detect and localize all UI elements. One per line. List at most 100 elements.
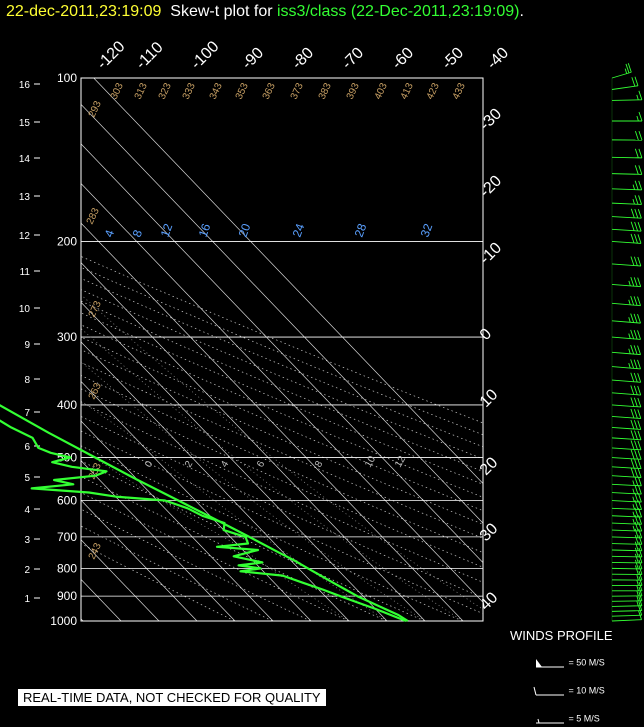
isotherm-line <box>81 499 198 621</box>
wind-barb-half <box>628 333 631 339</box>
wind-barb-half <box>636 590 639 597</box>
height-tick-label: 9 <box>24 340 30 351</box>
wind-barb-flag <box>630 208 635 218</box>
isotherm-line <box>81 460 236 621</box>
wind-barb-flag <box>631 77 636 87</box>
wind-barb-half <box>632 480 635 486</box>
wind-barb-staff <box>611 475 642 478</box>
wind-barb-flag <box>638 553 643 564</box>
wind-barb-flag <box>637 373 642 383</box>
wind-barb-flag <box>638 541 643 551</box>
wind-barb-flag <box>634 559 639 569</box>
wind-barb-flag <box>630 459 635 469</box>
wind-barb-staff <box>611 284 641 288</box>
wind-barb-flag <box>638 180 643 191</box>
wind-barb-flag <box>634 234 638 244</box>
dry-adiabat-label: 313 <box>133 81 150 101</box>
pressure-tick-label: 100 <box>57 71 77 85</box>
top-temp-label: -80 <box>289 44 317 72</box>
wind-barb <box>611 492 642 503</box>
wind-barb-staff <box>611 483 642 487</box>
wind-barb-staff <box>611 241 642 244</box>
wind-barb-half <box>636 595 639 602</box>
wind-barb <box>611 385 642 396</box>
wind-barb-flag <box>630 408 635 419</box>
right-temp-label: 40 <box>477 589 502 614</box>
wind-barb-flag <box>634 195 639 205</box>
wind-barb-staff <box>611 447 642 451</box>
wind-legend-50: = 50 M/S <box>530 657 605 669</box>
wind-barb <box>611 571 643 581</box>
wind-barb <box>611 313 641 324</box>
wind-barb-flag <box>637 313 641 324</box>
wind-barb <box>611 528 643 539</box>
wind-barb-half <box>636 115 639 122</box>
wind-barb-flag <box>637 450 642 460</box>
label-layer: 1002003004005006007008009001000161514131… <box>19 38 512 628</box>
dry-adiabat-line <box>81 543 235 621</box>
wind-barb-flag <box>633 345 638 355</box>
top-temp-label: -110 <box>133 39 167 73</box>
right-temp-label: 0 <box>477 325 495 343</box>
dry-adiabat-label: 293 <box>87 99 104 119</box>
wind-barb-flag <box>630 295 635 306</box>
wind-barb <box>611 535 643 545</box>
dry-adiabat-line <box>81 256 483 424</box>
wind-barb-flag <box>627 63 632 73</box>
dry-adiabat-label: 303 <box>109 81 126 101</box>
dry-adiabat-label: 383 <box>317 81 334 101</box>
wind-barb-flag <box>638 130 643 141</box>
temperature-trace <box>0 404 409 622</box>
wind-legend-5: = 5 M/S <box>530 713 600 725</box>
wind-barb-staff <box>611 605 642 607</box>
wind-barb <box>612 576 643 586</box>
wind-barb-flag <box>630 344 635 355</box>
wind-barb-flag <box>634 165 639 175</box>
wind-barb-flag <box>638 586 643 597</box>
moist-adiabat-line <box>81 448 350 621</box>
wind-barb-half <box>632 198 635 205</box>
title-prefix: Skew-t plot for <box>170 3 273 20</box>
pressure-tick-label: 800 <box>57 561 77 575</box>
mixing-ratio-label: 4 <box>102 228 118 239</box>
wind-barb-flag <box>634 148 639 158</box>
wind-barb-flag <box>634 521 639 532</box>
plot-border <box>80 77 484 622</box>
pressure-tick-label: 1000 <box>50 614 77 628</box>
wind-barb <box>611 90 643 101</box>
wind-barb-flag <box>638 148 643 159</box>
wind-barb-flag <box>637 476 642 486</box>
wind-barb-flag <box>638 581 643 591</box>
wind-barb-flag <box>634 565 639 575</box>
wind-barb-flag <box>633 359 638 369</box>
wind-barb-half <box>624 68 628 74</box>
dry-adiabat-line <box>81 375 483 553</box>
wind-barb-staff <box>611 507 642 511</box>
wind-barb-flag <box>634 553 639 564</box>
wind-barb-flag <box>633 313 638 323</box>
height-tick-label: 8 <box>24 375 30 386</box>
wind-barb-staff <box>611 567 642 570</box>
isotherm-line <box>81 380 312 621</box>
wind-barb <box>611 547 643 558</box>
wind-legend-10: = 10 M/S <box>530 685 605 697</box>
wind-barb-flag <box>633 256 638 266</box>
wind-barb <box>611 440 642 451</box>
wind-barb-flag <box>637 430 642 440</box>
wind-barb-half <box>632 504 635 510</box>
moist-adiabat-label: 10 <box>363 454 378 470</box>
wind-barb <box>611 372 642 383</box>
wind-barb <box>611 180 643 191</box>
title-timestamp: 22-dec-2011,23:19:09 <box>6 3 162 20</box>
wind-barb-flag <box>633 277 638 287</box>
isotherm-line <box>81 420 274 621</box>
pressure-tick-label: 900 <box>57 589 77 603</box>
dry-adiabat-line <box>81 277 483 448</box>
mixing-ratio-label: 20 <box>236 221 254 239</box>
dry-adiabat-line <box>81 266 483 436</box>
isotherm-line <box>81 301 388 621</box>
grid-layer <box>80 77 484 622</box>
wind-barb-flag <box>634 221 639 232</box>
wind-barb-flag <box>630 233 635 244</box>
wind-barb-half <box>636 94 639 101</box>
